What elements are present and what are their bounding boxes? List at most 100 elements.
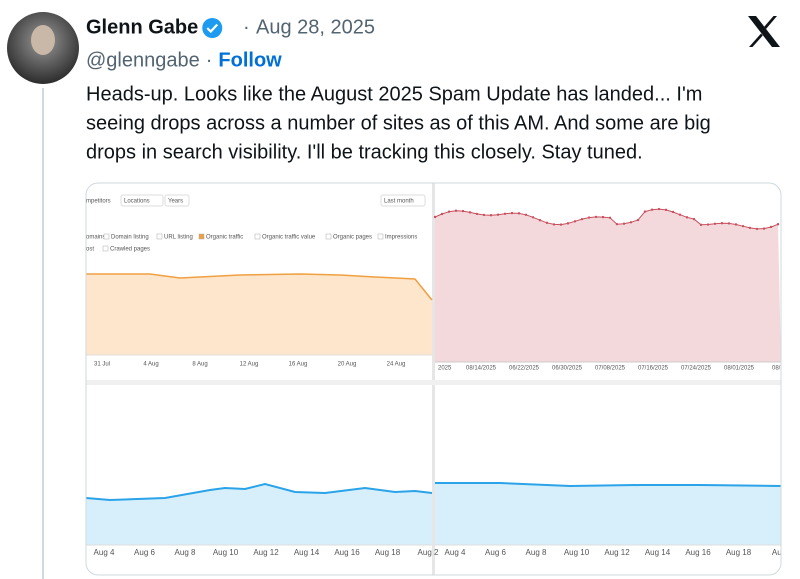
dot xyxy=(580,217,584,221)
dot xyxy=(769,225,773,229)
follow-button[interactable]: Follow xyxy=(218,49,282,71)
x-axis-label: Aug 14 xyxy=(294,548,320,557)
follow-separator: · xyxy=(206,49,213,71)
x-axis-label: 12 Aug xyxy=(240,362,259,368)
author-name[interactable]: Glenn Gabe xyxy=(86,16,198,38)
dot xyxy=(573,220,577,223)
dot xyxy=(440,212,444,216)
x-axis-label: Aug 16 xyxy=(334,548,360,557)
x-axis-label: Aug 8 xyxy=(526,548,547,557)
checkbox xyxy=(325,233,332,240)
avatar-face xyxy=(31,25,55,55)
x-axis-label: Aug 16 xyxy=(685,548,711,557)
image-divider xyxy=(86,380,781,385)
dot xyxy=(594,215,598,219)
dot xyxy=(531,216,535,219)
author-handle[interactable]: @glenngabe xyxy=(86,49,200,71)
dot xyxy=(552,223,556,226)
metric-label: Organic traffic value xyxy=(262,235,316,241)
x-axis-label: 8 Aug xyxy=(192,362,207,368)
dot xyxy=(496,213,500,216)
x-axis-label: 07/08/2025 xyxy=(595,366,626,372)
dot xyxy=(671,210,675,214)
control-box xyxy=(120,194,164,207)
dot xyxy=(629,221,633,224)
tweet-text-line: Heads-up. Looks like the August 2025 Spa… xyxy=(86,83,702,105)
tweet-image[interactable]: mpetitors Locations Years Last month omains D… xyxy=(86,183,793,575)
metric-label: omains xyxy=(86,235,105,241)
dot xyxy=(538,219,542,222)
dot xyxy=(468,211,472,214)
x-axis-label: 24 Aug xyxy=(387,362,406,368)
metric-label: Crawled pages xyxy=(110,247,150,253)
verified-badge xyxy=(202,18,223,38)
checkbox xyxy=(156,233,163,240)
checkbox xyxy=(103,233,110,240)
dot xyxy=(608,216,612,219)
dot xyxy=(517,212,521,215)
x-axis-label: 08/14/2025 xyxy=(466,366,497,372)
dot xyxy=(727,222,731,225)
dot xyxy=(713,222,717,225)
checkbox xyxy=(198,233,205,240)
dot xyxy=(482,213,486,217)
tweet-text-line: seeing drops across a number of sites as… xyxy=(86,112,711,134)
dot xyxy=(734,223,738,226)
dot xyxy=(650,208,654,211)
dot xyxy=(643,210,647,213)
dot xyxy=(447,210,451,213)
x-axis-label: 2025 xyxy=(438,366,452,372)
x-axis-label: 07/24/2025 xyxy=(681,366,712,372)
area xyxy=(86,274,432,355)
dot xyxy=(622,222,626,225)
x-axis-label: Aug 14 xyxy=(645,548,671,557)
dot xyxy=(615,222,619,226)
metric-label: URL listing xyxy=(164,235,193,241)
x-axis-label: Aug 6 xyxy=(485,548,506,557)
tweet-date[interactable]: Aug 28, 2025 xyxy=(256,16,375,38)
dot xyxy=(559,223,563,226)
x-axis-label: Aug 6 xyxy=(134,548,155,557)
x-axis-label: 06/22/2025 xyxy=(509,366,540,372)
x-axis-label: Aug xyxy=(772,548,786,557)
control-box xyxy=(380,194,426,207)
dot xyxy=(601,215,605,219)
x-axis-label: 4 Aug xyxy=(143,362,158,368)
dots xyxy=(433,207,780,231)
metric-label: Impressions xyxy=(385,235,417,241)
checkbox xyxy=(102,245,109,252)
dot xyxy=(699,223,703,227)
control-label: Last month xyxy=(384,199,414,205)
control-box xyxy=(164,194,190,207)
line xyxy=(435,482,781,488)
dot xyxy=(433,215,437,219)
dot xyxy=(748,226,752,230)
date-separator: · xyxy=(243,16,250,38)
area xyxy=(435,483,781,545)
area xyxy=(86,484,432,545)
checkbox xyxy=(254,233,261,240)
x-axis-label: 06/30/2025 xyxy=(552,366,583,372)
dot xyxy=(503,212,507,215)
dot xyxy=(755,227,759,231)
dot xyxy=(741,224,745,228)
image-labels: mpetitors Locations Years Last month omains D… xyxy=(86,194,786,557)
dot xyxy=(762,227,766,230)
dot xyxy=(454,209,458,212)
dot xyxy=(510,211,514,215)
x-logo[interactable] xyxy=(748,16,780,47)
dot xyxy=(489,214,493,217)
control-label: Locations xyxy=(124,199,150,205)
dot xyxy=(636,218,640,222)
dot xyxy=(524,213,528,217)
x-axis-label: 08/01/2025 xyxy=(724,366,755,372)
x-axis-label: 07/16/2025 xyxy=(638,366,669,372)
image-divider xyxy=(432,183,435,575)
dot xyxy=(692,217,696,221)
dot xyxy=(720,222,724,225)
x-axis-label: Aug 10 xyxy=(213,548,239,557)
x-axis-label: Aug 4 xyxy=(445,548,466,557)
dot xyxy=(776,223,780,226)
metric-label: Organic traffic xyxy=(206,235,243,241)
